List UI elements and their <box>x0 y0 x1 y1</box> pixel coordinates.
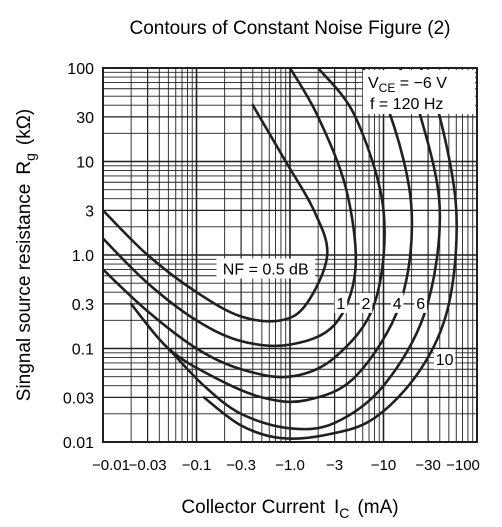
x-tick-label: −1.0 <box>275 457 305 474</box>
curve-label-3: 2 <box>362 296 371 313</box>
y-tick-label: 1.0 <box>72 248 94 265</box>
vce-condition: VCE = −6 V <box>368 75 447 95</box>
y-tick-label: 0.1 <box>72 342 94 359</box>
noise-curve-5 <box>167 68 442 431</box>
x-tick-label: −100 <box>446 457 480 474</box>
x-axis-label: Collector Current IC (mA) <box>181 497 398 521</box>
y-axis-label: Singnal source resistanceRg(kΩ) <box>14 109 38 401</box>
curve-labels: NF = 0.5 dB 1 2 4 6 10 <box>216 258 456 370</box>
chart-title: Contours of Constant Noise Figure (2) <box>129 18 450 39</box>
x-tick-label: −10 <box>371 457 396 474</box>
conditions-background <box>363 70 475 114</box>
y-tick-label: 0.3 <box>72 297 94 314</box>
y-tick-labels: 100 30 10 3 1.0 0.3 0.1 0.03 0.01 <box>63 61 94 452</box>
noise-figure-curves <box>103 68 458 440</box>
noise-curve-3 <box>103 68 386 379</box>
curve-label-4: 4 <box>393 296 402 313</box>
curve-label-2: 1 <box>336 296 345 313</box>
x-tick-label: −3 <box>326 457 343 474</box>
x-tick-label: −30 <box>415 457 440 474</box>
curve-label-6: 10 <box>436 352 454 369</box>
curve-label-1: NF = 0.5 dB <box>223 261 309 278</box>
noise-curve-4 <box>129 68 414 404</box>
curve-label-background <box>334 292 348 313</box>
noise-curve-6 <box>202 68 458 440</box>
curve-label-background <box>433 349 456 370</box>
curve-label-background <box>390 292 404 313</box>
y-tick-label: 100 <box>67 61 94 78</box>
curve-label-background <box>414 292 428 313</box>
conditions-box: VCE = −6 V f = 120 Hz <box>363 70 475 114</box>
y-tick-label: 0.03 <box>63 390 94 407</box>
y-tick-label: 10 <box>76 155 94 172</box>
curve-label-background <box>216 258 316 279</box>
y-tick-label: 3 <box>85 203 94 220</box>
y-tick-label: 30 <box>76 110 94 127</box>
noise-curve-1 <box>103 103 329 323</box>
y-tick-label: 0.01 <box>63 435 94 452</box>
x-tick-label: −0.1 <box>182 457 212 474</box>
noise-curve-2 <box>103 68 358 348</box>
frequency-condition: f = 120 Hz <box>370 96 443 113</box>
x-tick-label: −0.3 <box>226 457 256 474</box>
x-tick-labels: −0.01−0.03 −0.1 −0.3 −1.0 −3 −10 −30 −100 <box>92 457 480 474</box>
x-tick-label: −0.03 <box>129 457 167 474</box>
curve-label-5: 6 <box>416 296 425 313</box>
x-tick-label: −0.01 <box>92 457 130 474</box>
curve-label-background <box>359 292 373 313</box>
